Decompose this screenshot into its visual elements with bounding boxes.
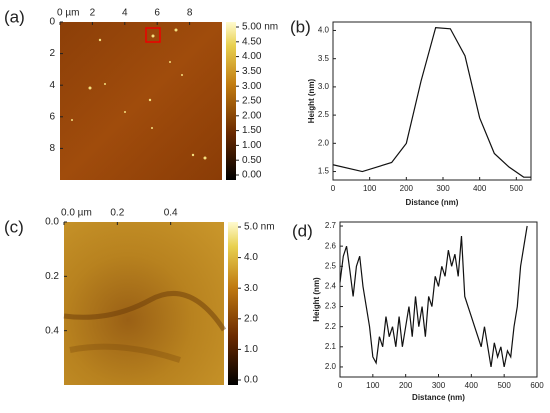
x-tick-label: 0 µm: [57, 8, 79, 19]
x-tick-label: 0: [331, 184, 336, 193]
y-tick-label: 0.2: [45, 271, 59, 282]
y-tick-label: 0: [49, 17, 55, 28]
y-tick-label: 8: [49, 143, 55, 154]
line-series: [332, 27, 531, 178]
y-tick-label: 3.5: [318, 54, 330, 63]
colorbar: [226, 22, 236, 180]
x-tick-label: 100: [363, 184, 377, 193]
x-tick-label: 400: [465, 381, 479, 390]
colorbar-tick-label: 1.50: [242, 125, 262, 136]
y-tick-label: 2.0: [325, 362, 337, 371]
panel-label: (c): [4, 217, 24, 236]
colorbar-tick-label: 0.50: [242, 155, 262, 166]
afm-image: [60, 22, 222, 180]
y-tick-label: 1.5: [318, 167, 330, 176]
y-tick-label: 2: [49, 48, 55, 59]
x-tick-label: 0.2: [110, 208, 124, 219]
colorbar-tick-label: 0.0: [244, 375, 258, 386]
x-tick-label: 600: [530, 381, 544, 390]
y-tick-label: 2.6: [325, 241, 337, 250]
x-tick-label: 500: [497, 381, 511, 390]
y-tick-label: 2.5: [325, 261, 337, 270]
y-axis-label: Height (nm): [312, 277, 321, 322]
colorbar-tick-label: 2.0: [244, 313, 258, 324]
colorbar-tick-label: 0.00: [242, 170, 262, 181]
x-tick-label: 6: [154, 8, 160, 19]
y-tick-label: 2.1: [325, 342, 337, 351]
x-tick-label: 0.0 µm: [61, 208, 92, 219]
panel-label: (b): [290, 17, 311, 36]
colorbar-tick-label: 2.00: [242, 110, 262, 121]
y-tick-label: 2.7: [325, 221, 337, 230]
x-tick-label: 4: [122, 8, 128, 19]
line-series: [339, 225, 528, 368]
colorbar-tick-label: 3.00: [242, 81, 262, 92]
panel-label: (d): [292, 221, 313, 240]
x-tick-label: 300: [436, 184, 450, 193]
y-tick-label: 2.4: [325, 282, 337, 291]
colorbar-tick-label: 3.50: [242, 66, 262, 77]
x-axis-label: Distance (nm): [412, 393, 465, 402]
y-axis-label: Height (nm): [307, 78, 316, 123]
colorbar-tick-label: 4.0: [244, 252, 258, 263]
x-tick-label: 500: [510, 184, 524, 193]
x-tick-label: 8: [187, 8, 193, 19]
colorbar: [228, 222, 238, 385]
highlight-box: [145, 27, 161, 43]
y-tick-label: 4: [49, 80, 55, 91]
colorbar-tick-label: 4.00: [242, 51, 262, 62]
x-axis-label: Distance (nm): [406, 198, 459, 207]
afm-image: [63, 222, 227, 385]
x-tick-label: 200: [399, 381, 413, 390]
colorbar-tick-label: 5.00 nm: [242, 22, 278, 33]
colorbar-tick-label: 5.0 nm: [244, 222, 275, 233]
colorbar-tick-label: 2.50: [242, 96, 262, 107]
y-tick-label: 2.2: [325, 322, 337, 331]
x-tick-label: 200: [400, 184, 414, 193]
colorbar-tick-label: 3.0: [244, 283, 258, 294]
y-tick-label: 2.3: [325, 302, 337, 311]
colorbar-tick-label: 4.50: [242, 36, 262, 47]
colorbar-tick-label: 1.00: [242, 140, 262, 151]
y-tick-label: 2.0: [318, 138, 330, 147]
plot-frame: [332, 21, 532, 181]
x-tick-label: 400: [473, 184, 487, 193]
x-tick-label: 0: [338, 381, 343, 390]
y-tick-label: 4.0: [318, 26, 330, 35]
y-tick-label: 0.4: [45, 325, 59, 336]
y-tick-label: 3.0: [318, 82, 330, 91]
x-tick-label: 100: [366, 381, 380, 390]
y-tick-label: 2.5: [318, 110, 330, 119]
x-tick-label: 2: [90, 8, 96, 19]
panel-label: (a): [4, 7, 25, 26]
colorbar-tick-label: 1.0: [244, 344, 258, 355]
x-tick-label: 0.4: [164, 208, 178, 219]
y-tick-label: 0.0: [45, 217, 59, 228]
x-tick-label: 300: [432, 381, 446, 390]
y-tick-label: 6: [49, 111, 55, 122]
